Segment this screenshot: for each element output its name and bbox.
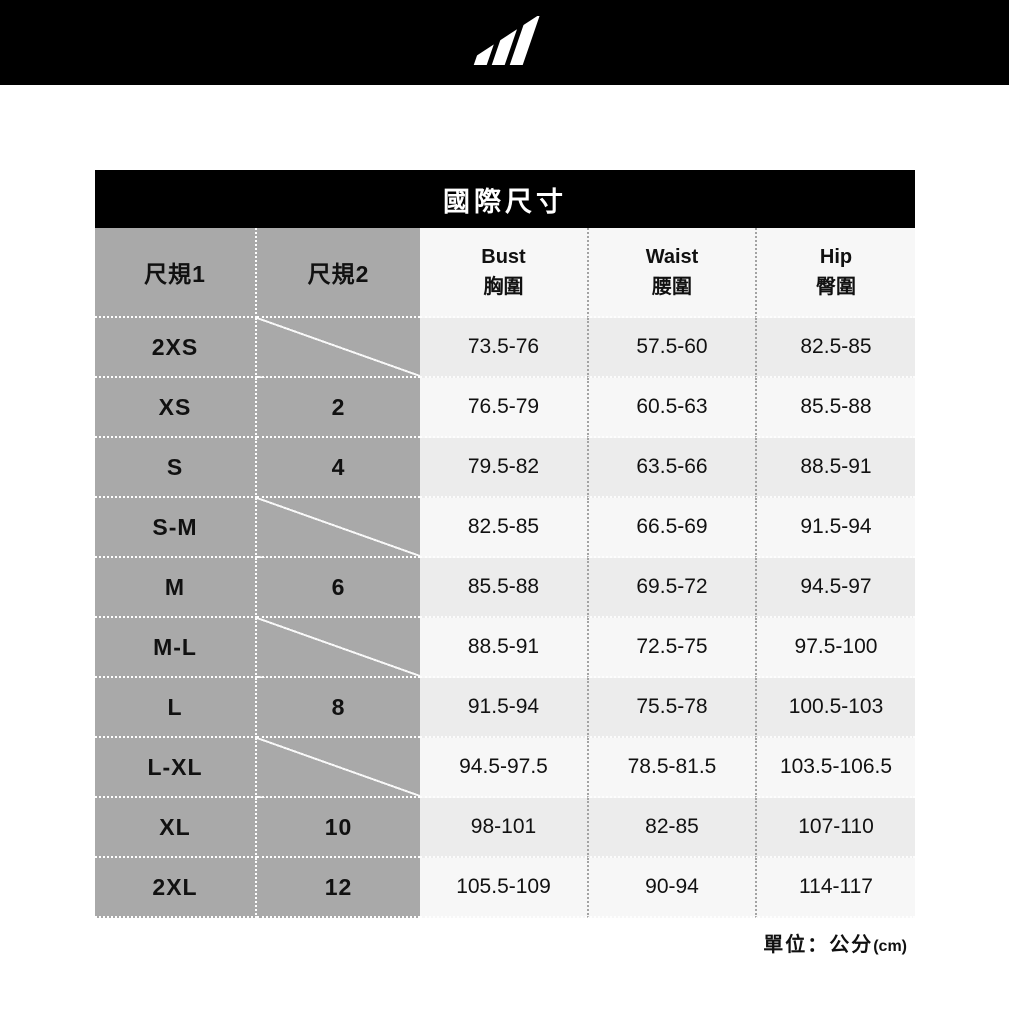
waist-cell: 72.5-75 — [587, 618, 755, 678]
waist-cell: 60.5-63 — [587, 378, 755, 438]
header-label-zh: 臀圍 — [816, 276, 856, 298]
waist-cell: 90-94 — [587, 858, 755, 918]
no-value-diagonal — [257, 498, 420, 558]
header-label-en: Hip — [819, 246, 853, 268]
hip-cell: 114-117 — [755, 858, 915, 918]
adidas-logo-icon — [469, 15, 541, 70]
size1-cell: L-XL — [95, 738, 257, 798]
hip-cell: 103.5-106.5 — [755, 738, 915, 798]
bust-cell: 73.5-76 — [420, 318, 587, 378]
hip-cell: 82.5-85 — [755, 318, 915, 378]
hip-cell: 100.5-103 — [755, 678, 915, 738]
unit-note-cm: (cm) — [873, 938, 907, 955]
waist-cell: 63.5-66 — [587, 438, 755, 498]
waist-cell: 66.5-69 — [587, 498, 755, 558]
size-chart-title: 國際尺寸 — [95, 170, 915, 228]
header-label: 尺規2 — [307, 261, 370, 287]
size1-cell: L — [95, 678, 257, 738]
size1-cell: M-L — [95, 618, 257, 678]
bust-cell: 82.5-85 — [420, 498, 587, 558]
hip-cell: 97.5-100 — [755, 618, 915, 678]
header-size2: 尺規2 — [257, 228, 420, 318]
size2-cell: 6 — [257, 558, 420, 618]
size2-cell: 2 — [257, 378, 420, 438]
size2-cell: 10 — [257, 798, 420, 858]
size1-cell: 2XL — [95, 858, 257, 918]
header-label-zh: 腰圍 — [652, 276, 692, 298]
header-bust: Bust 胸圍 — [420, 228, 587, 318]
size1-cell: XL — [95, 798, 257, 858]
unit-note-label: 單位：公分 — [763, 934, 874, 956]
hip-cell: 88.5-91 — [755, 438, 915, 498]
size1-cell: S — [95, 438, 257, 498]
size1-cell: 2XS — [95, 318, 257, 378]
waist-cell: 75.5-78 — [587, 678, 755, 738]
size2-cell: 8 — [257, 678, 420, 738]
bust-cell: 76.5-79 — [420, 378, 587, 438]
size1-cell: M — [95, 558, 257, 618]
size2-cell: 4 — [257, 438, 420, 498]
waist-cell: 69.5-72 — [587, 558, 755, 618]
waist-cell: 82-85 — [587, 798, 755, 858]
header-waist: Waist 腰圍 — [587, 228, 755, 318]
header-label-en: Bust — [481, 246, 526, 268]
bust-cell: 98-101 — [420, 798, 587, 858]
hip-cell: 94.5-97 — [755, 558, 915, 618]
hip-cell: 107-110 — [755, 798, 915, 858]
no-value-diagonal — [257, 738, 420, 798]
waist-cell: 57.5-60 — [587, 318, 755, 378]
header-label: 尺規1 — [144, 261, 206, 287]
hip-cell: 85.5-88 — [755, 378, 915, 438]
waist-cell: 78.5-81.5 — [587, 738, 755, 798]
no-value-diagonal — [257, 318, 420, 378]
bust-cell: 91.5-94 — [420, 678, 587, 738]
no-value-diagonal — [257, 618, 420, 678]
size1-cell: XS — [95, 378, 257, 438]
size2-cell: 12 — [257, 858, 420, 918]
size-chart: 國際尺寸 尺規1 尺規2 Bust 胸圍 Waist 腰圍 Hip 臀圍 2XS… — [95, 170, 915, 918]
bust-cell: 88.5-91 — [420, 618, 587, 678]
header-label-en: Waist — [645, 246, 699, 268]
bust-cell: 94.5-97.5 — [420, 738, 587, 798]
unit-note: 單位：公分(cm) — [95, 928, 907, 957]
bust-cell: 79.5-82 — [420, 438, 587, 498]
header-hip: Hip 臀圍 — [755, 228, 915, 318]
bust-cell: 105.5-109 — [420, 858, 587, 918]
header-label-zh: 胸圍 — [483, 276, 524, 298]
top-banner — [0, 0, 1009, 85]
size-grid: 尺規1 尺規2 Bust 胸圍 Waist 腰圍 Hip 臀圍 2XS 73.5… — [95, 228, 915, 918]
hip-cell: 91.5-94 — [755, 498, 915, 558]
size1-cell: S-M — [95, 498, 257, 558]
bust-cell: 85.5-88 — [420, 558, 587, 618]
header-size1: 尺規1 — [95, 228, 257, 318]
